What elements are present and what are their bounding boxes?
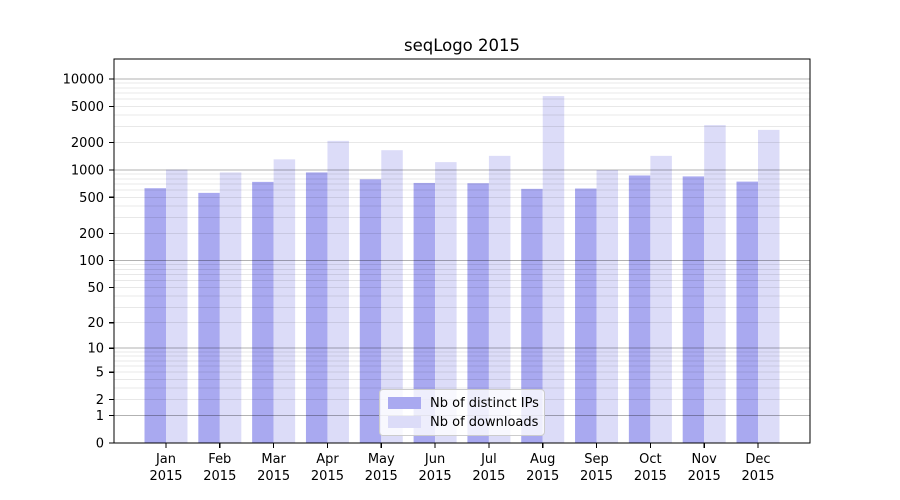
x-tick-label: Dec 2015	[741, 452, 774, 484]
x-tick-label: Jan 2015	[149, 452, 182, 484]
bar-downloads-may	[381, 150, 403, 443]
y-tick-label: 0	[96, 437, 104, 452]
legend-row-distinct-ips: Nb of distinct IPs	[388, 396, 544, 411]
bar-downloads-jun	[435, 162, 457, 443]
x-tick-label: Sep 2015	[580, 452, 613, 484]
bar-downloads-jan	[166, 169, 188, 443]
y-tick-label: 200	[79, 227, 104, 242]
y-tick-label: 2000	[71, 136, 104, 151]
x-tick-label: Oct 2015	[634, 452, 667, 484]
plot-border	[113, 58, 811, 444]
bar-distinct-ips-jun	[413, 182, 436, 443]
bar-distinct-ips-dec	[736, 181, 758, 443]
bar-downloads-jul	[488, 155, 511, 443]
x-tick-label: Jul 2015	[472, 452, 505, 484]
bar-distinct-ips-jul	[467, 183, 489, 443]
x-tick-label: Nov 2015	[688, 452, 721, 484]
bar-downloads-apr	[327, 140, 349, 444]
x-tick-label: Jun 2015	[419, 452, 452, 484]
bar-downloads-feb	[219, 172, 242, 444]
bar-downloads-sep	[596, 169, 619, 443]
bar-distinct-ips-sep	[575, 188, 597, 443]
y-tick-label: 5000	[71, 100, 104, 115]
y-tick-label: 20	[87, 316, 104, 331]
chart-title: seqLogo 2015	[403, 36, 521, 55]
legend-swatch-distinct-ips	[388, 397, 421, 409]
x-tick-label: Mar 2015	[257, 452, 290, 484]
bar-distinct-ips-oct	[628, 175, 651, 444]
legend: Nb of distinct IPs Nb of downloads	[379, 389, 545, 436]
x-tick-label: Apr 2015	[311, 452, 344, 484]
bar-distinct-ips-apr	[305, 172, 328, 444]
bar-distinct-ips-may	[359, 179, 382, 443]
bar-downloads-mar	[273, 159, 296, 443]
y-tick-label: 1	[96, 409, 104, 424]
y-tick-label: 5	[96, 366, 104, 381]
legend-label-distinct-ips: Nb of distinct IPs	[430, 395, 539, 411]
bar-distinct-ips-feb	[198, 192, 220, 443]
bar-downloads-nov	[704, 125, 726, 443]
bar-downloads-aug	[542, 96, 565, 443]
y-tick-label: 10000	[63, 73, 104, 88]
y-tick-label: 50	[87, 281, 104, 296]
bar-distinct-ips-mar	[252, 181, 274, 443]
bar-distinct-ips-nov	[682, 176, 705, 443]
y-tick-label: 2	[96, 393, 104, 408]
x-tick-label: May 2015	[365, 452, 398, 484]
y-tick-label: 500	[79, 191, 104, 206]
y-tick-label: 100	[79, 254, 104, 269]
x-tick-label: Feb 2015	[203, 452, 236, 484]
bar-distinct-ips-aug	[521, 188, 543, 443]
bar-downloads-dec	[758, 129, 780, 443]
y-tick-label: 10	[87, 342, 104, 357]
legend-swatch-downloads	[388, 416, 421, 428]
bar-distinct-ips-jan	[144, 188, 166, 443]
bar-downloads-oct	[650, 155, 672, 443]
x-tick-label: Aug 2015	[526, 452, 559, 484]
legend-label-downloads: Nb of downloads	[430, 414, 539, 430]
legend-row-downloads: Nb of downloads	[388, 415, 544, 430]
y-tick-label: 1000	[71, 163, 104, 178]
